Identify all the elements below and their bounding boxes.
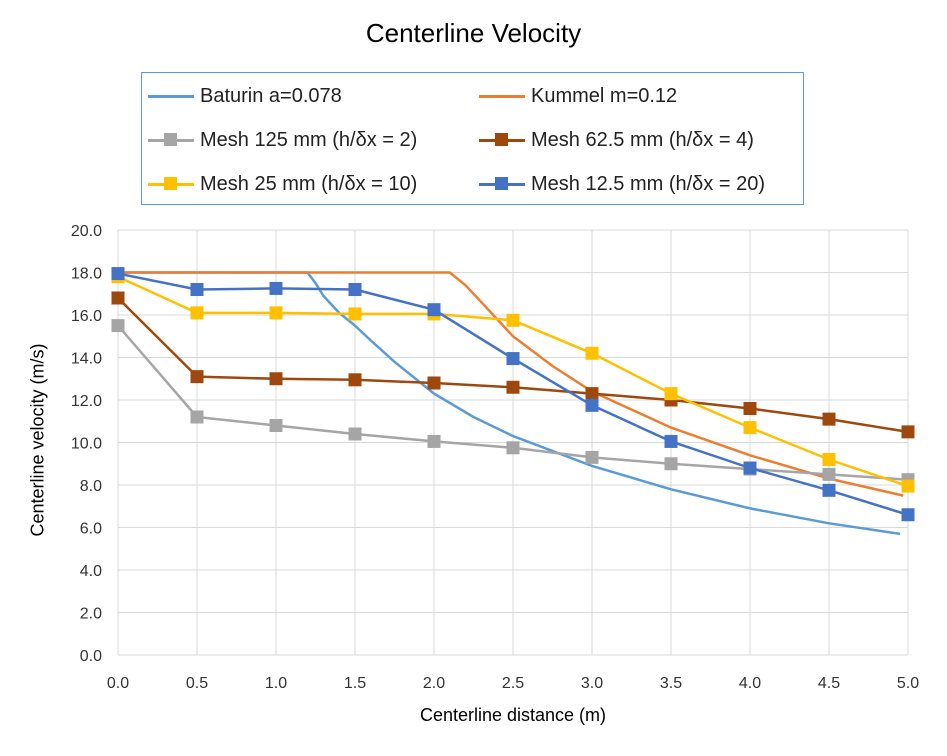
data-point (585, 450, 599, 464)
legend-line-baturin (148, 95, 194, 98)
y-tick-label: 8.0 (80, 478, 102, 495)
x-tick-label: 4.0 (739, 675, 761, 692)
legend-marker-mesh-25 (164, 177, 177, 190)
y-tick-label: 12.0 (71, 393, 102, 410)
data-point (743, 402, 757, 415)
series-6 (111, 267, 915, 522)
legend-swatch (148, 130, 194, 150)
data-point (111, 291, 125, 305)
data-point (427, 303, 441, 317)
data-point (348, 283, 362, 296)
y-tick-label: 20.0 (71, 223, 102, 240)
y-tick-label: 16.0 (71, 308, 102, 325)
data-point (190, 306, 204, 320)
data-point (348, 427, 362, 441)
data-point (348, 307, 362, 321)
legend-item-mesh-62: Mesh 62.5 mm (h/δx = 4) (479, 125, 754, 155)
data-point (269, 372, 283, 386)
y-tick-label: 2.0 (80, 606, 102, 623)
data-point (822, 453, 836, 466)
data-point (190, 283, 204, 296)
data-point (664, 457, 678, 471)
data-point (585, 398, 599, 412)
x-tick-label: 5.0 (897, 675, 919, 692)
data-point (506, 441, 520, 455)
x-tick-label: 1.5 (344, 675, 366, 692)
y-tick-label: 4.0 (80, 563, 102, 580)
data-point (427, 434, 441, 448)
x-tick-label: 0.5 (186, 675, 208, 692)
legend-swatch (148, 174, 194, 194)
data-point (269, 419, 283, 432)
legend-marker-mesh-12 (495, 177, 508, 190)
y-tick-label: 10.0 (71, 436, 102, 453)
legend-swatch (479, 130, 525, 150)
data-point (269, 281, 283, 295)
legend-item-mesh-12: Mesh 12.5 mm (h/δx = 20) (479, 169, 765, 199)
data-point (822, 467, 836, 481)
legend-item-mesh-125: Mesh 125 mm (h/δx = 2) (148, 125, 417, 155)
legend-label: Baturin a=0.078 (200, 84, 342, 107)
data-point (190, 410, 204, 424)
series-line (118, 271, 904, 497)
legend-swatch (479, 174, 525, 194)
series-2 (118, 271, 904, 497)
data-point (427, 376, 441, 390)
series-4 (111, 291, 915, 439)
data-point (664, 387, 678, 401)
data-point (585, 346, 599, 360)
legend-marker-mesh-62 (495, 133, 508, 146)
legend-label: Mesh 125 mm (h/δx = 2) (200, 128, 418, 151)
legend-label: Mesh 62.5 mm (h/δx = 4) (531, 128, 754, 151)
data-point (901, 425, 915, 439)
legend-line-kummel (479, 95, 525, 98)
x-tick-label: 1.0 (265, 675, 287, 692)
data-point (348, 373, 362, 387)
x-tick-label: 3.0 (581, 675, 603, 692)
chart-title: Centerline Velocity (365, 18, 582, 48)
data-point (269, 306, 283, 320)
legend-label: Mesh 25 mm (h/δx = 10) (200, 172, 418, 195)
data-point (822, 412, 836, 426)
legend-item-baturin: Baturin a=0.078 (148, 81, 342, 111)
data-point (190, 370, 204, 384)
data-point (585, 387, 599, 401)
data-point (901, 508, 915, 522)
data-point (506, 313, 520, 327)
data-point (664, 434, 678, 448)
data-point (743, 461, 757, 475)
data-point (506, 352, 520, 366)
x-tick-label: 4.5 (818, 675, 840, 692)
legend-swatch (479, 86, 525, 106)
data-point (506, 380, 520, 394)
data-point (743, 421, 757, 435)
x-tick-label: 2.5 (502, 675, 524, 692)
x-tick-label: 0.0 (107, 675, 129, 692)
x-axis-title: Centerline distance (m) (419, 705, 607, 725)
legend: Baturin a=0.078 Kummel m=0.12 Mesh 125 m… (141, 72, 804, 205)
legend-marker-mesh-125 (164, 133, 177, 146)
y-tick-label: 0.0 (80, 648, 102, 665)
legend-item-mesh-25: Mesh 25 mm (h/δx = 10) (148, 169, 417, 199)
y-tick-label: 6.0 (80, 521, 102, 538)
legend-label: Mesh 12.5 mm (h/δx = 20) (531, 172, 765, 195)
y-tick-label: 18.0 (71, 266, 102, 283)
legend-item-kummel: Kummel m=0.12 (479, 81, 677, 111)
legend-swatch (148, 86, 194, 106)
data-point (111, 267, 125, 281)
series-5 (111, 270, 915, 493)
x-tick-label: 3.5 (660, 675, 682, 692)
data-point (111, 319, 125, 333)
data-point (901, 479, 915, 493)
x-tick-label: 2.0 (423, 675, 445, 692)
data-point (822, 483, 836, 497)
legend-label: Kummel m=0.12 (531, 84, 678, 107)
y-tick-label: 14.0 (71, 351, 102, 368)
